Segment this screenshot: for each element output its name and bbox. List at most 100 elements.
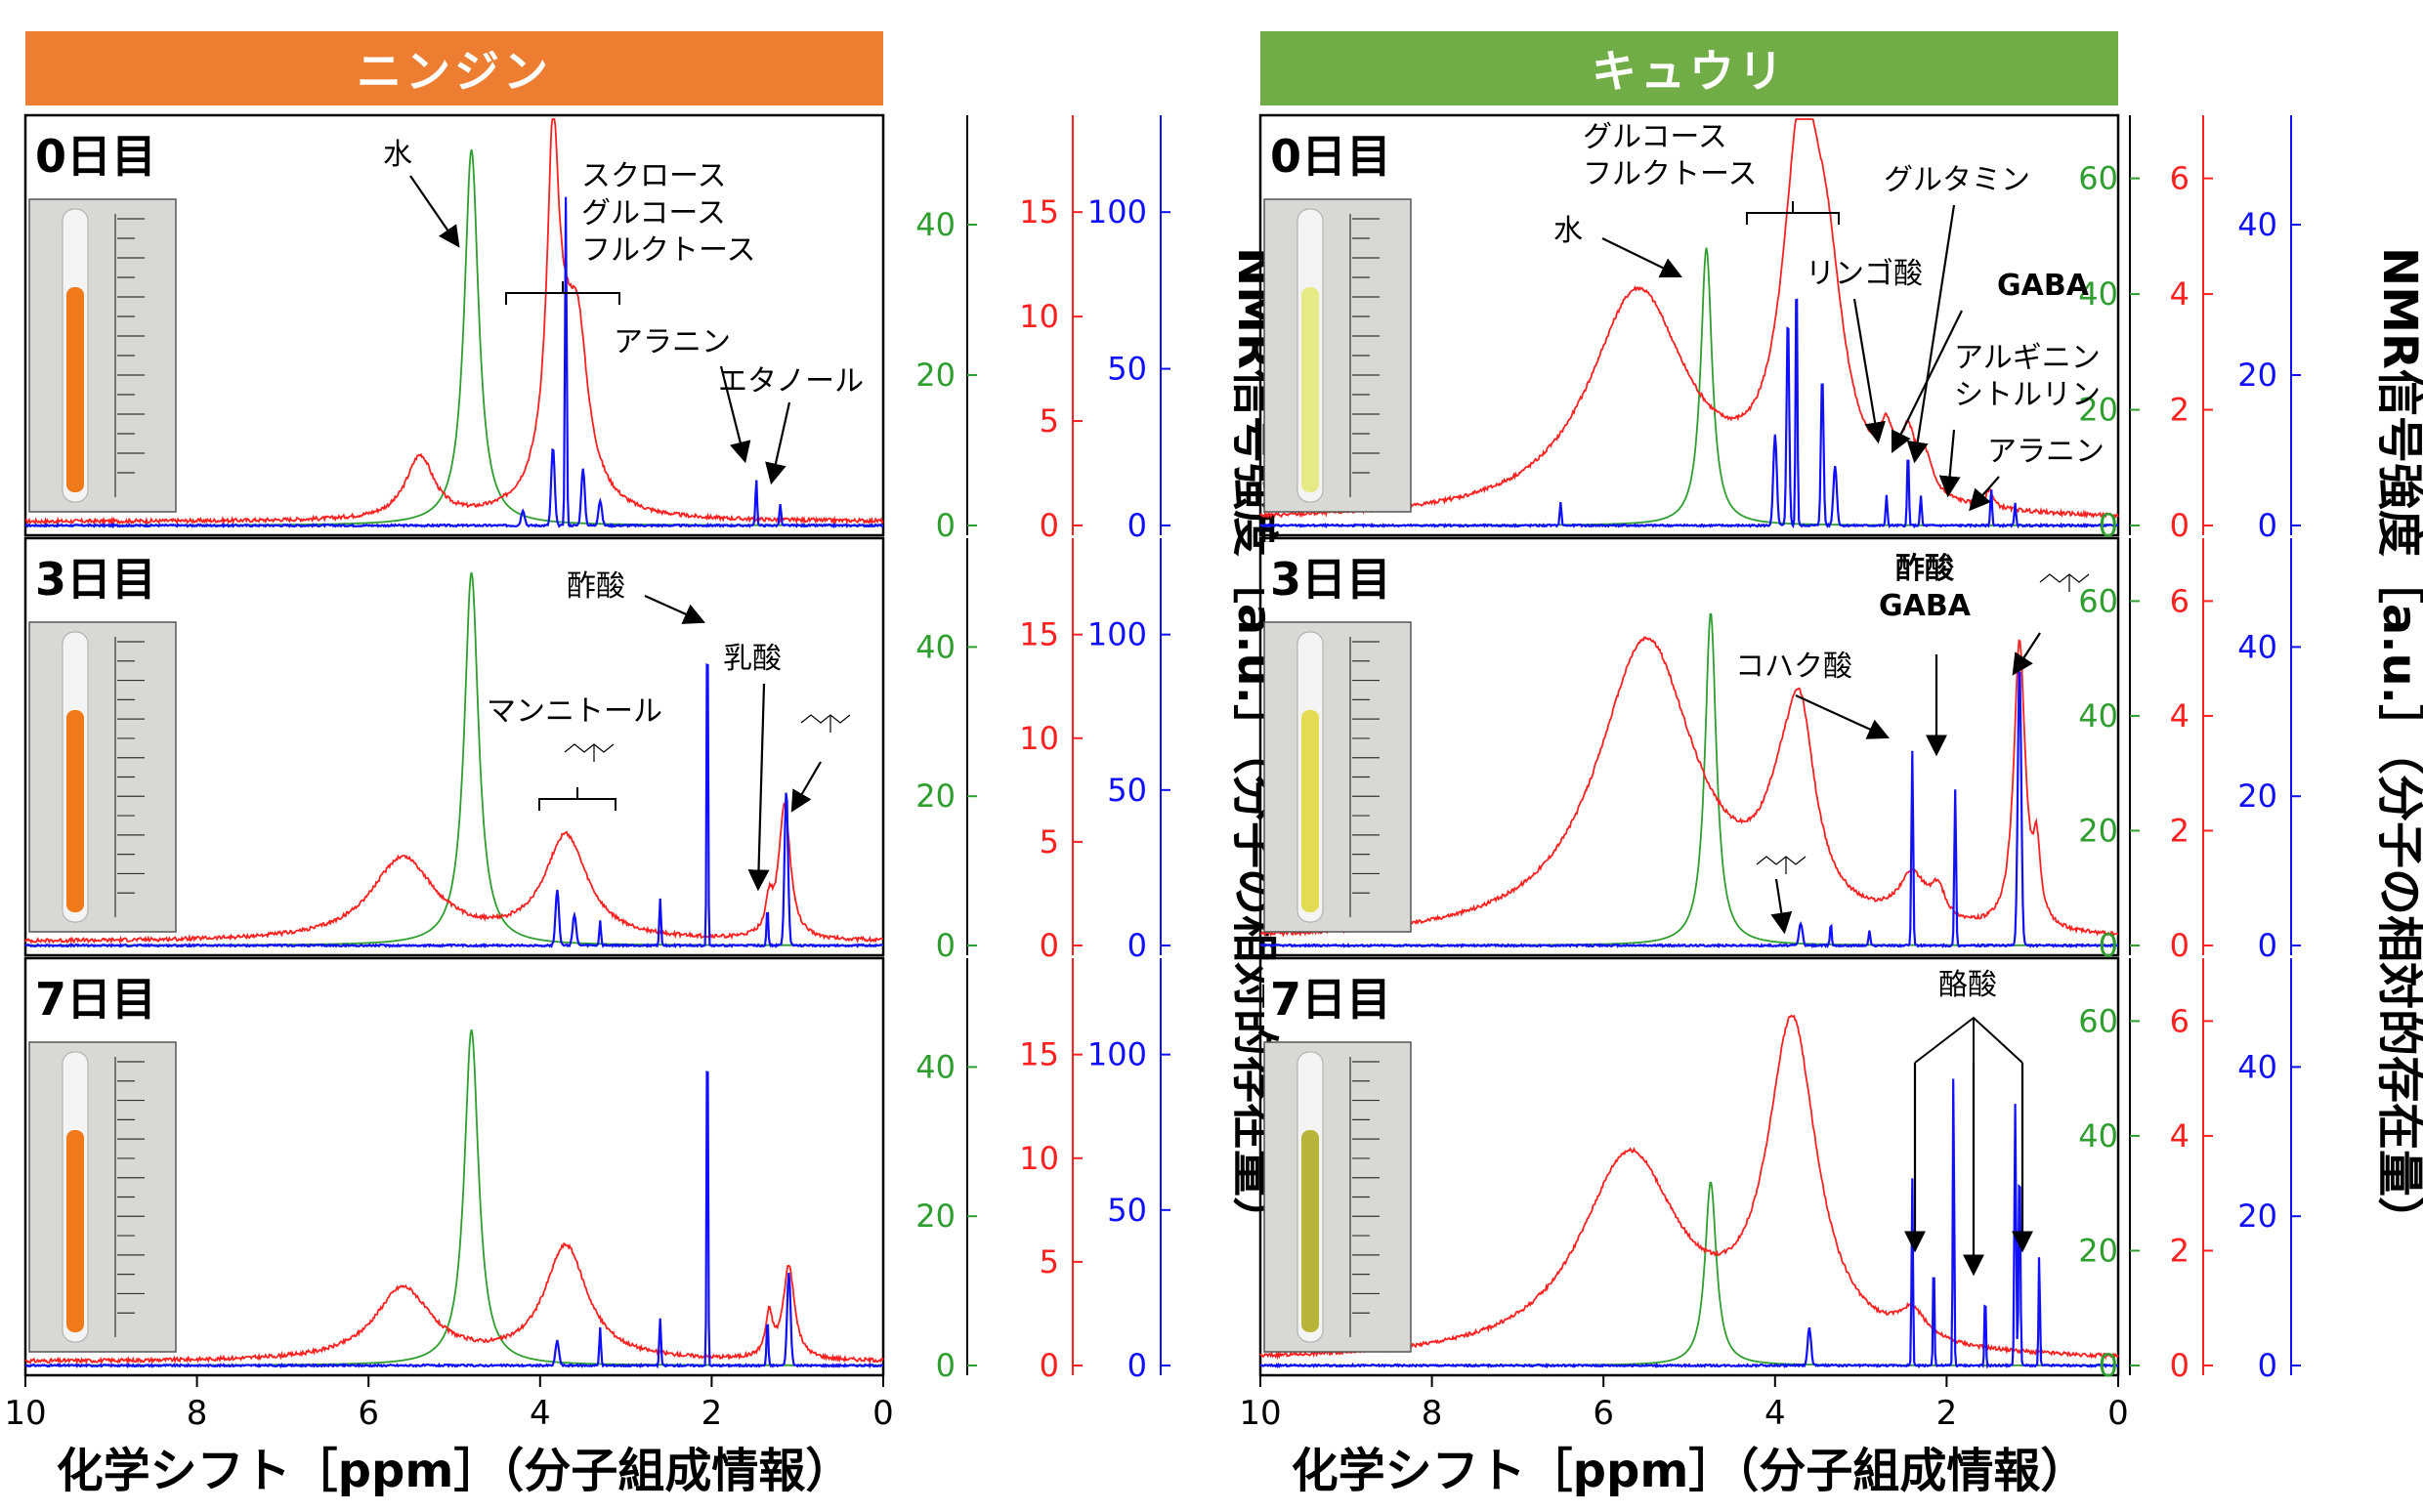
blue-tick-label: 0 <box>1127 1347 1147 1384</box>
green-tick-label: 60 <box>2078 1002 2118 1039</box>
annotation-arrow <box>765 401 791 485</box>
annotation-arrow <box>2012 632 2041 676</box>
panel-0-0: 0日目 0 20 40 0 5 10 15 0 50 100 <box>23 113 1170 544</box>
annotation-bracket <box>505 281 620 305</box>
blue-spectrum-line <box>1259 298 2119 529</box>
tube-sample <box>66 287 84 492</box>
blue-tick-label: 0 <box>2258 927 2277 964</box>
x-tick-label: 0 <box>2107 1394 2129 1433</box>
annotation-arrow <box>790 761 822 813</box>
blue-tick-label: 0 <box>2258 507 2277 544</box>
x-tick-label: 6 <box>358 1394 379 1433</box>
annotation-label: シトルリン <box>1954 378 2101 412</box>
photo-frame <box>1263 198 1412 513</box>
green-tick-label: 40 <box>915 1048 956 1085</box>
annotation-label: 酢酸 <box>1895 552 1955 586</box>
green-tick-label: 20 <box>2078 812 2118 849</box>
day-label: 7日目 <box>29 962 176 1030</box>
day-label-text: 7日目 <box>35 973 156 1026</box>
x-axis-label: 化学シフト［ppm］（分子組成情報） <box>1292 1444 2088 1498</box>
green-tick-label: 40 <box>2078 275 2118 313</box>
sample-tube-photo <box>1263 1041 1412 1353</box>
annotation-label: GABA <box>1997 269 2090 303</box>
x-axis: 10 8 6 4 2 0 化学シフト［ppm］（分子組成情報） <box>4 1375 894 1498</box>
x-tick-label: 6 <box>1593 1394 1614 1433</box>
blue-tick-label: 100 <box>1087 1036 1147 1073</box>
green-tick-label: 20 <box>915 777 956 815</box>
annotation-label: コハク酸 <box>1735 650 1852 684</box>
green-tick-label: 20 <box>915 1197 956 1235</box>
blue-tick-label: 50 <box>1107 772 1147 809</box>
tube-sample <box>1301 287 1319 492</box>
day-label-bg <box>29 962 176 1030</box>
panel-frame <box>1258 113 2120 537</box>
annotation-arrow <box>1906 204 1956 464</box>
blue-tick-label: 40 <box>2237 628 2277 665</box>
annotation-label: マンニトール <box>487 694 662 729</box>
red-tick-label: 10 <box>1019 1140 1059 1177</box>
annotation-arrow <box>719 365 751 464</box>
molecule-bonds <box>2039 573 2090 583</box>
molecule-bonds <box>800 714 851 724</box>
photo-frame <box>1263 621 1412 933</box>
cucumber-title: キュウリ <box>1592 45 1787 98</box>
blue-tick-label: 100 <box>1087 616 1147 653</box>
annotation-label: アラニン <box>1987 435 2104 469</box>
day-label-text: 0日目 <box>35 130 156 183</box>
annotation-arrow <box>1938 429 1961 498</box>
tube-sample <box>1301 710 1319 912</box>
molecule-bonds <box>1756 856 1807 865</box>
blue-tick-label: 20 <box>2237 357 2277 394</box>
day-label: 3日目 <box>1264 542 1411 610</box>
red-tick-label: 0 <box>2170 507 2189 544</box>
red-tick-label: 5 <box>1040 402 1059 440</box>
green-tick-label: 40 <box>2078 697 2118 735</box>
annotation-label: 水 <box>1553 214 1583 248</box>
green-tick-label: 60 <box>2078 582 2118 619</box>
red-tick-label: 6 <box>2170 1002 2189 1039</box>
tube-sample <box>66 710 84 912</box>
annotation-bracket <box>1746 201 1840 225</box>
cucumber-title-banner: キュウリ <box>1260 31 2118 105</box>
red-tick-label: 2 <box>2170 1232 2189 1269</box>
green-tick-label: 0 <box>2099 507 2118 544</box>
x-tick-label: 10 <box>1239 1394 1281 1433</box>
sample-tube-photo <box>28 621 177 933</box>
red-tick-label: 0 <box>2170 1347 2189 1384</box>
day-label-bg <box>1264 542 1411 610</box>
panel-frame <box>23 113 885 537</box>
green-tick-label: 0 <box>936 927 956 964</box>
x-tick-label: 2 <box>1936 1394 1958 1433</box>
photo-frame <box>28 1041 177 1353</box>
carrot-title: ニンジン <box>357 45 552 98</box>
chart-group-1: 0日目02040600246020403日目02040600246020407日… <box>1239 113 2423 1498</box>
red-spectrum-line <box>24 118 884 526</box>
red-tick-label: 0 <box>2170 927 2189 964</box>
blue-tick-label: 0 <box>1127 927 1147 964</box>
annotations: 水スクロースグルコースフルクトースアラニンエタノール酢酸乳酸マンニトールグルコー… <box>383 120 2104 1277</box>
panel-0-2: 7日目 0 20 40 0 5 10 15 0 50 100 <box>23 956 1170 1384</box>
annotation-bracket <box>1914 1016 2023 1065</box>
blue-spectrum-line <box>1259 670 2119 949</box>
green-tick-label: 20 <box>915 357 956 394</box>
annotation-label: エタノール <box>718 364 864 399</box>
photo-frame <box>28 621 177 933</box>
red-tick-label: 4 <box>2170 697 2189 735</box>
blue-spectrum-line <box>24 663 884 949</box>
green-tick-label: 20 <box>2078 1232 2118 1269</box>
tube-sample <box>66 1130 84 1332</box>
green-tick-label: 40 <box>915 206 956 243</box>
red-spectrum-line <box>24 802 884 945</box>
red-tick-label: 0 <box>1040 1347 1059 1384</box>
green-tick-label: 40 <box>915 628 956 665</box>
sample-tube-photo <box>28 198 177 513</box>
red-tick-label: 2 <box>2170 812 2189 849</box>
red-tick-label: 15 <box>1019 193 1059 231</box>
panel-0-1: 3日目 0 20 40 0 5 10 15 0 50 100 <box>23 536 1170 964</box>
day-label: 0日目 <box>1264 119 1411 188</box>
blue-tick-label: 50 <box>1107 1192 1147 1229</box>
blue-tick-label: 40 <box>2237 1048 2277 1085</box>
